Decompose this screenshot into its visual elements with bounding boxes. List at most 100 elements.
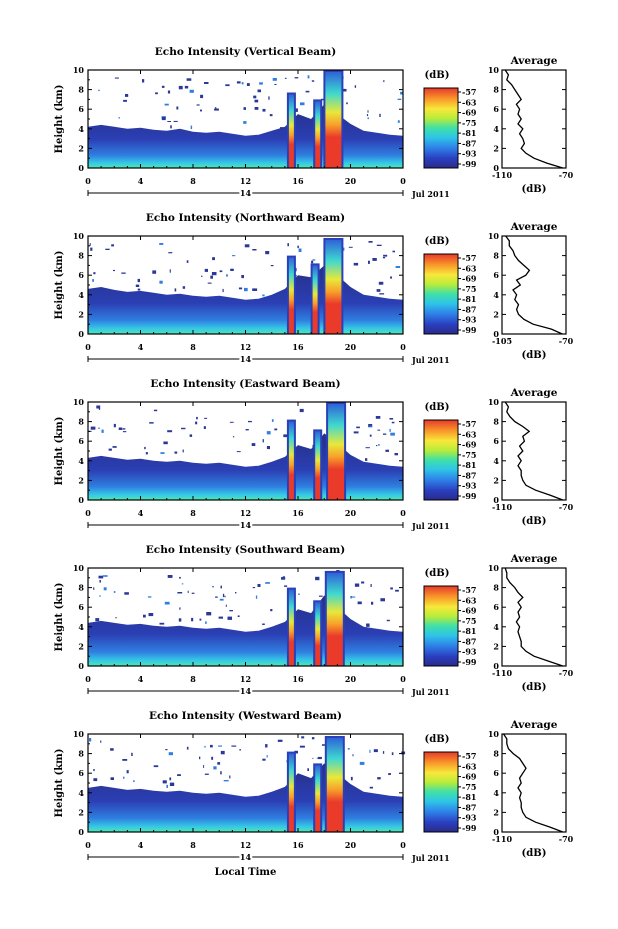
echo-speck [315, 576, 320, 581]
echo-speck [353, 262, 359, 266]
echo-speck [214, 108, 219, 111]
profile-y-tick-label: 8 [493, 583, 499, 593]
echo-speck [103, 587, 107, 591]
echo-speck [159, 622, 165, 625]
colorbar-unit: (dB) [425, 402, 450, 413]
echo-speck [383, 433, 387, 435]
profile-x-tick-label: -70 [559, 336, 574, 346]
echo-speck [348, 246, 353, 248]
echo-speck [121, 272, 126, 274]
convective-cell [325, 239, 342, 334]
convective-cell [326, 737, 343, 832]
profile-frame [501, 235, 567, 335]
profile-y-tick-label: 4 [493, 290, 499, 300]
date-day: 14 [240, 354, 252, 364]
panel-1: Echo Intensity (Northward Beam) 0 2 4 6 8 10 0 4… [54, 212, 574, 366]
date-label: Jul 2011 [411, 355, 450, 365]
profile-x-label: (dB) [522, 682, 547, 693]
profile-x-tick-label: -70 [559, 502, 574, 512]
colorbar [423, 751, 459, 833]
echo-speck [113, 269, 115, 272]
colorbar [423, 87, 459, 169]
colorbar-unit: (dB) [425, 236, 450, 247]
echo-speck [211, 756, 214, 760]
colorbar-tick-label: -99 [462, 159, 477, 169]
echo-speck [268, 96, 270, 100]
echo-speck [148, 613, 154, 617]
x-tick-label: 20 [345, 176, 357, 186]
x-tick-label: 4 [138, 342, 144, 352]
colorbar-tick-label: -63 [462, 761, 477, 771]
echo-speck [388, 773, 390, 776]
echo-speck [147, 596, 152, 598]
echo-speck [246, 83, 250, 86]
echo-speck [382, 751, 385, 754]
y-tick-label: 4 [78, 456, 84, 466]
y-tick-label: 8 [78, 749, 84, 759]
echo-speck [265, 744, 268, 748]
echo-speck [369, 786, 373, 789]
colorbar [423, 419, 459, 501]
colorbar-tick-label: -99 [462, 491, 477, 501]
echo-speck [342, 88, 347, 92]
convective-cell [288, 589, 294, 666]
y-tick-label: 0 [78, 827, 84, 837]
echo-speck [93, 769, 95, 772]
echo-speck [199, 756, 201, 760]
x-tick-label: 4 [138, 176, 144, 186]
echo-speck [297, 245, 299, 249]
profile-title: Average [510, 221, 558, 233]
colorbar-tick-label: -87 [462, 636, 476, 646]
echo-speck [159, 280, 163, 284]
echo-speck [237, 615, 240, 617]
echo-speck [252, 249, 257, 251]
colorbar-unit: (dB) [425, 70, 450, 81]
echo-speck [262, 439, 264, 443]
x-tick-label: 12 [240, 176, 251, 186]
echo-speck [123, 776, 125, 779]
colorbar-tick-label: -99 [462, 823, 477, 833]
echo-speck [164, 103, 169, 106]
echo-speck [354, 583, 360, 587]
echo-band [88, 104, 403, 168]
echo-speck [377, 429, 381, 431]
panel-title: Echo Intensity (Northward Beam) [146, 212, 345, 224]
y-tick-label: 2 [78, 641, 84, 651]
x-tick-label: 20 [345, 508, 357, 518]
date-day: 14 [240, 520, 252, 530]
profile-y-tick-label: 2 [493, 641, 499, 651]
echo-speck [248, 420, 252, 423]
y-tick-label: 6 [78, 104, 84, 114]
date-day: 14 [240, 852, 252, 862]
x-tick-label: 0 [400, 674, 406, 684]
profile-x-tick-label: -110 [492, 668, 512, 678]
echo-speck [244, 244, 250, 248]
echo-speck [186, 746, 189, 750]
echo-speck [266, 446, 270, 450]
echo-speck [160, 452, 165, 454]
echo-speck [361, 581, 365, 584]
echo-speck [118, 427, 123, 430]
colorbar-tick-label: -99 [462, 325, 477, 335]
echo-speck [368, 260, 370, 264]
colorbar-tick-label: -81 [462, 626, 476, 636]
echo-speck [152, 270, 157, 274]
colorbar-tick-label: -93 [462, 813, 477, 823]
y-tick-label: 10 [73, 231, 85, 241]
x-tick-label: 0 [85, 840, 91, 850]
y-tick-label: 10 [73, 397, 85, 407]
y-tick-label: 0 [78, 495, 84, 505]
y-tick-label: 2 [78, 309, 84, 319]
echo-speck [368, 241, 373, 243]
echo-speck [311, 80, 315, 82]
echo-speck [135, 284, 140, 287]
echo-speck [270, 265, 274, 267]
echo-speck [178, 618, 182, 622]
x-tick-label: 0 [85, 176, 91, 186]
echo-speck [235, 592, 237, 594]
x-tick-label: 16 [292, 674, 304, 684]
convective-cell [315, 101, 321, 168]
echo-speck [215, 107, 217, 111]
echo-speck [93, 272, 96, 275]
